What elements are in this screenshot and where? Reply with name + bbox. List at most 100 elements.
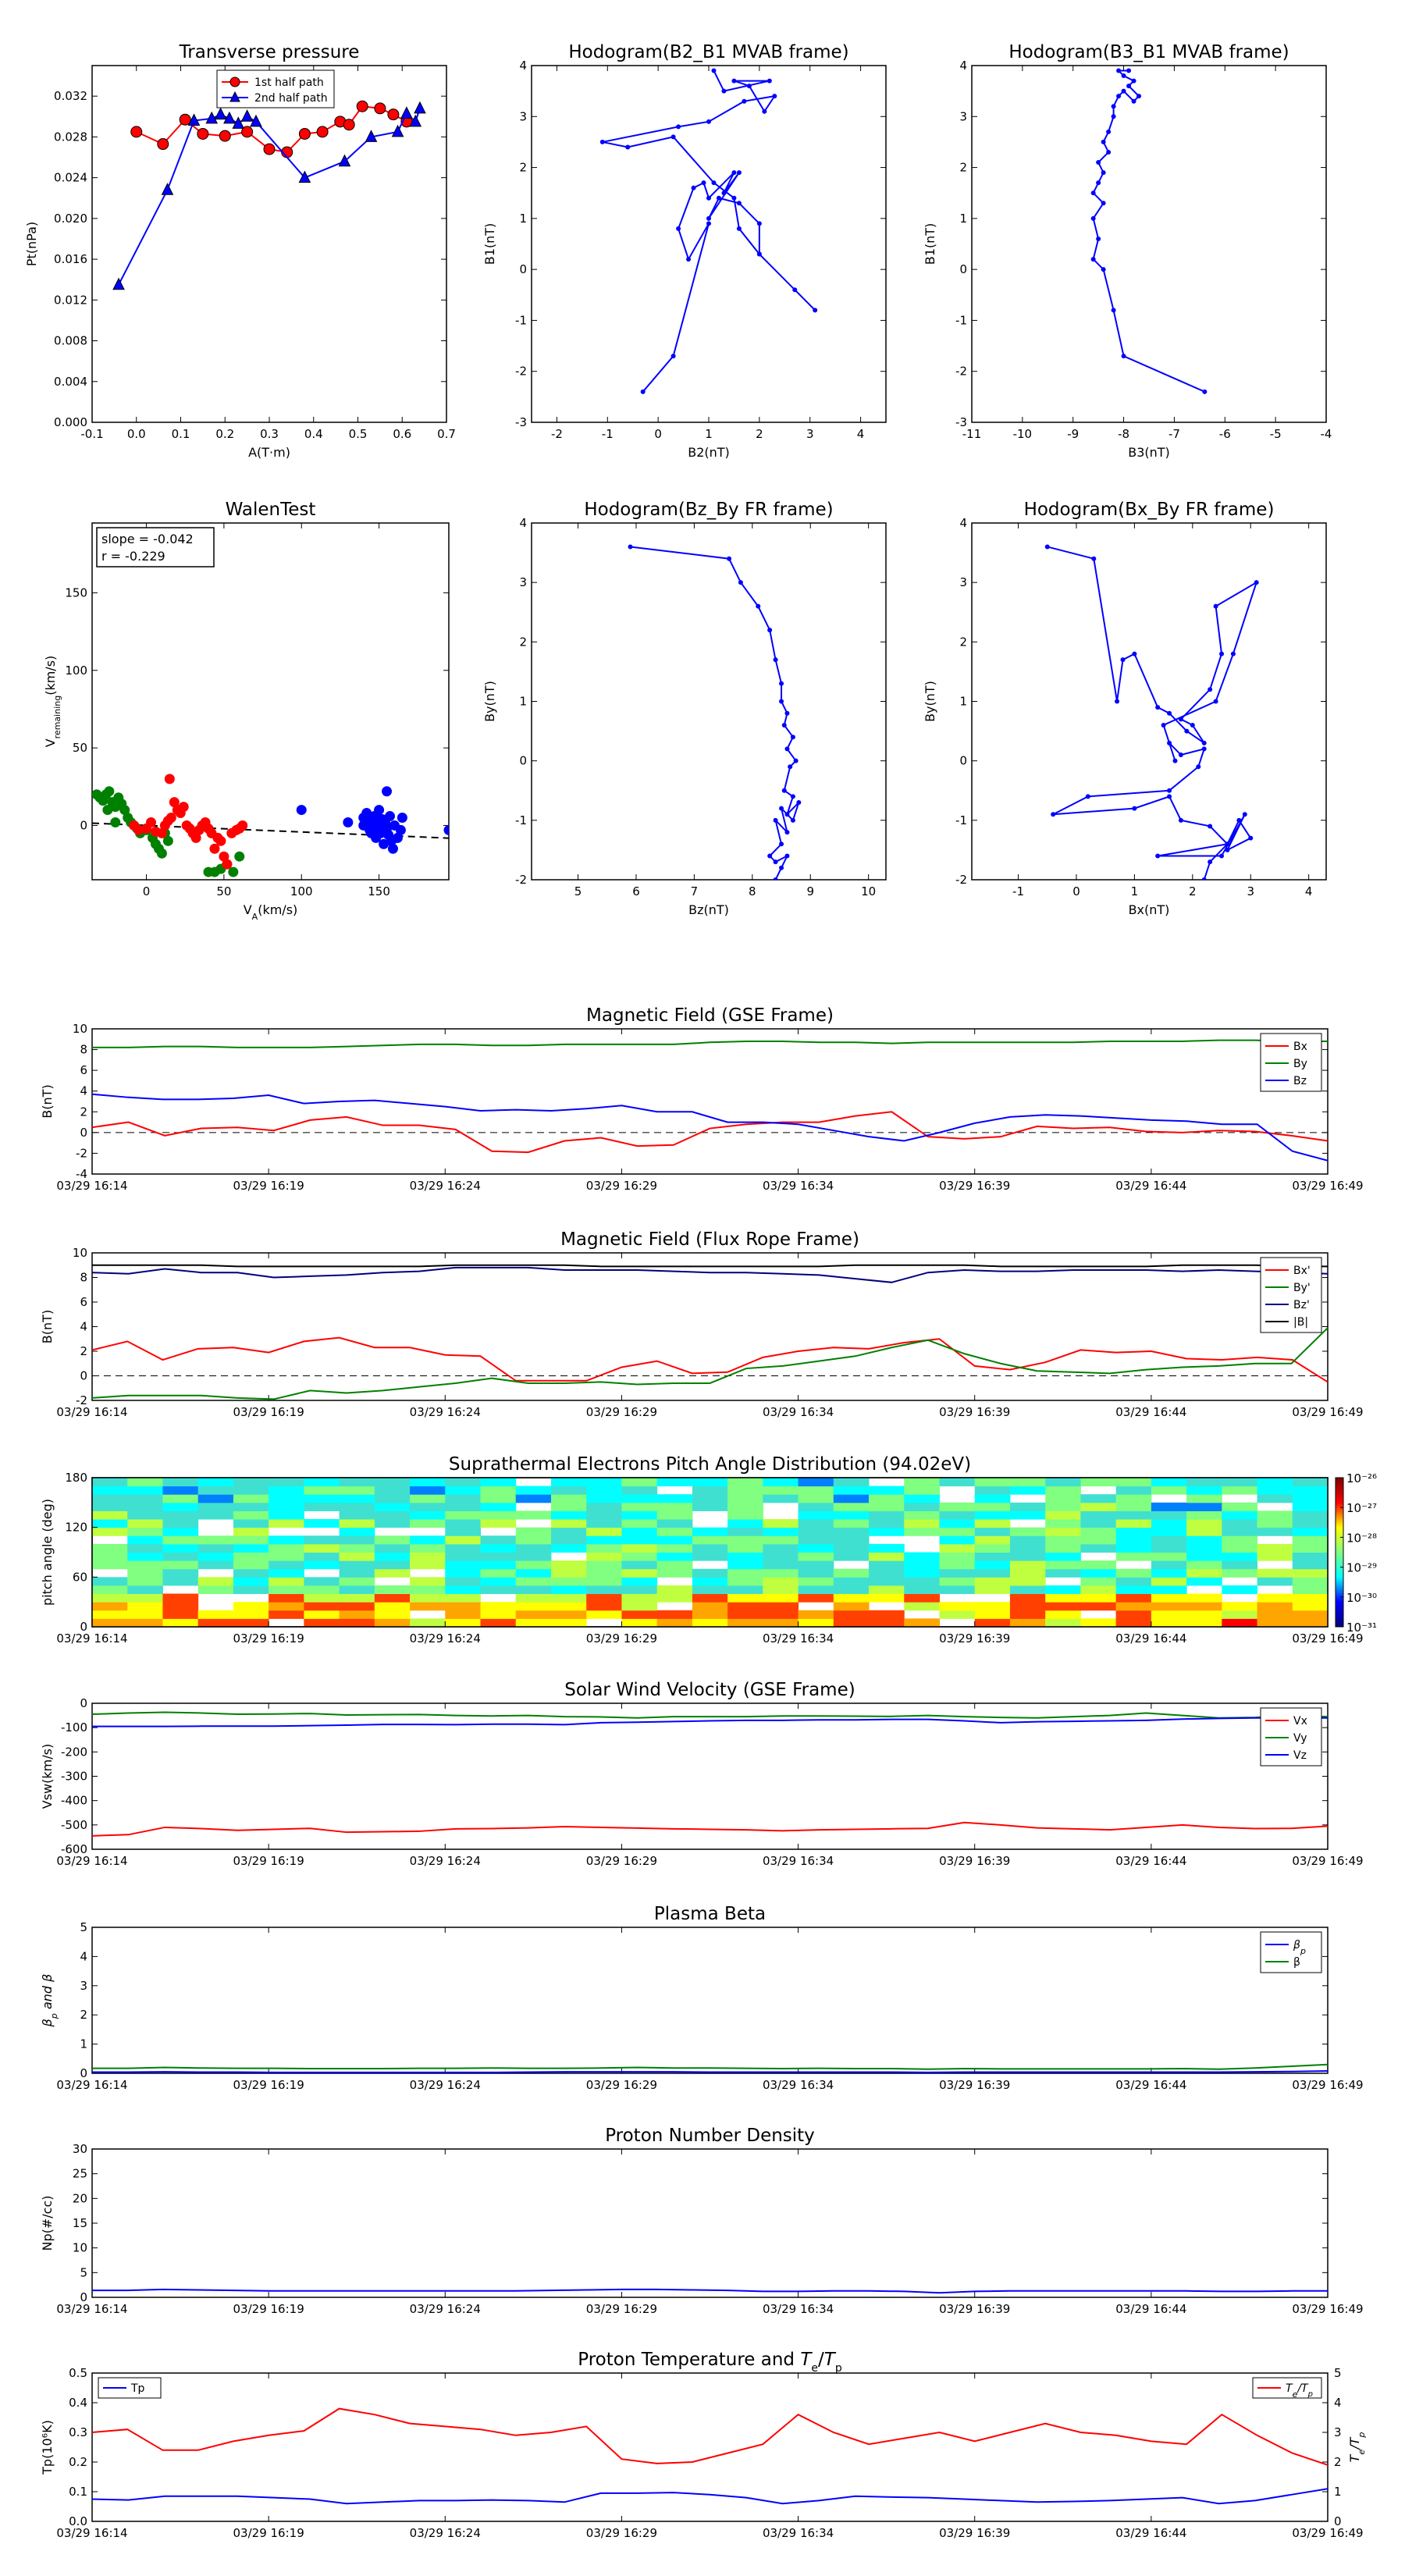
heatmap-cell (127, 1527, 163, 1536)
data-point (756, 603, 761, 609)
heatmap-cell (304, 1543, 340, 1553)
heatmap-cell (162, 1494, 199, 1503)
heatmap-cell (727, 1527, 763, 1536)
y-tick-label: 4 (80, 1949, 87, 1963)
data-point (1101, 201, 1106, 206)
heatmap-cell (339, 1485, 375, 1495)
chart-beta: Plasma Beta 03/29 16:14 03/29 16:19 03/29 1… (40, 1904, 1364, 2092)
x-tick-label: 03/29 16:29 (586, 1631, 657, 1646)
data-point (338, 154, 351, 167)
heatmap-cell (1009, 1610, 1046, 1619)
x-axis-label: Bx(nT) (1129, 902, 1170, 917)
heatmap-cell (445, 1543, 482, 1553)
data-point (178, 802, 189, 813)
heatmap-cell (1080, 1543, 1117, 1553)
heatmap-cell (798, 1502, 834, 1511)
heatmap-cell (1186, 1610, 1222, 1619)
heatmap-cell (1115, 1593, 1152, 1603)
heatmap-cell (480, 1494, 517, 1503)
heatmap-cell (1186, 1502, 1222, 1511)
heatmap-cell (621, 1494, 658, 1503)
heatmap-cell (339, 1610, 375, 1619)
heatmap-cell (1292, 1527, 1329, 1536)
y-tick-label: -4 (76, 1167, 87, 1181)
x-tick-label: 0.1 (172, 427, 190, 441)
data-point (443, 824, 449, 835)
heatmap-cell (586, 1585, 622, 1595)
heatmap-cell (1222, 1478, 1258, 1487)
x-tick-label: 4 (857, 427, 865, 441)
data-point (92, 789, 102, 800)
heatmap-cell (798, 1485, 834, 1495)
data-point (721, 88, 727, 94)
y2-axis-label: Te/Tp (1347, 2432, 1367, 2463)
heatmap-cell (1151, 1535, 1187, 1545)
data-point (1116, 94, 1122, 99)
data-point (250, 114, 262, 127)
data-point (788, 764, 793, 770)
heatmap-cell (92, 1494, 128, 1503)
data-point (731, 195, 737, 201)
data-point (110, 817, 121, 827)
x-axis-label: VA(km/s) (244, 902, 298, 922)
y-tick-label: 8 (80, 1271, 87, 1285)
series-line-1 (92, 1711, 1328, 1719)
data-point (379, 838, 389, 849)
heatmap-cell (586, 1543, 622, 1553)
heatmap-cell (1009, 1502, 1046, 1511)
heatmap-cell (1292, 1560, 1329, 1570)
data-point (366, 827, 377, 838)
y-tick-label: 8 (80, 1043, 87, 1057)
heatmap-cell (1115, 1519, 1152, 1528)
y-axis-label: B1(nT) (482, 223, 497, 265)
x-tick-label: 03/29 16:24 (410, 1631, 481, 1646)
y-axis-label: Vsw(km/s) (40, 1744, 55, 1809)
heatmap-cell (1115, 1585, 1152, 1595)
data-point (179, 113, 191, 126)
heatmap-cell (904, 1527, 940, 1536)
data-point (1202, 389, 1208, 394)
heatmap-cell (727, 1485, 763, 1495)
data-point (691, 185, 696, 190)
x-tick-label: 03/29 16:14 (56, 2078, 127, 2092)
heatmap-cell (197, 1502, 234, 1511)
x-tick-label: 0.2 (215, 427, 234, 441)
y2-tick-label: 1 (1334, 2485, 1342, 2499)
heatmap-cell (515, 1552, 552, 1561)
data-point (215, 835, 226, 846)
data-point (701, 180, 706, 186)
data-point (1201, 877, 1207, 880)
data-point (1090, 257, 1096, 262)
heatmap-cell (1080, 1494, 1117, 1503)
heatmap-cell (833, 1535, 870, 1545)
heatmap-cell (1080, 1585, 1117, 1595)
heatmap-cell (1292, 1510, 1329, 1520)
data-point (779, 681, 784, 686)
heatmap-cell (939, 1543, 976, 1553)
heatmap-cell (586, 1560, 622, 1570)
heatmap-cell (939, 1552, 976, 1561)
heatmap-cell (304, 1602, 340, 1611)
plot-area (92, 1039, 1328, 1162)
heatmap-cell (656, 1543, 693, 1553)
x-tick-label: 03/29 16:49 (1292, 1631, 1363, 1646)
heatmap-cell (692, 1502, 728, 1511)
heatmap-cell (127, 1602, 163, 1611)
heatmap-cell (233, 1602, 269, 1611)
x-tick-label: 4 (1305, 884, 1313, 898)
data-point (736, 201, 742, 206)
heatmap-cell (269, 1502, 304, 1511)
heatmap-cell (410, 1485, 446, 1495)
heatmap-cell (1292, 1485, 1329, 1495)
heatmap-cell (621, 1485, 658, 1495)
y-tick-label: 0.4 (69, 2396, 87, 2410)
heatmap-cell (1186, 1602, 1222, 1611)
plot-area (92, 2063, 1328, 2073)
data-point (784, 830, 790, 835)
x-tick-label: 03/29 16:19 (233, 1179, 304, 1193)
heatmap-cell (939, 1568, 976, 1578)
heatmap-cell (833, 1610, 870, 1619)
data-point (628, 544, 633, 550)
x-tick-label: 03/29 16:29 (586, 2302, 657, 2316)
heatmap-cell (1045, 1527, 1081, 1536)
